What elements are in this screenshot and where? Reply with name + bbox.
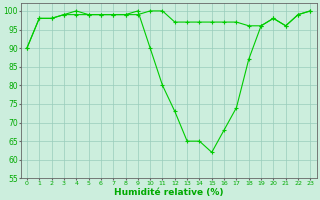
X-axis label: Humidité relative (%): Humidité relative (%) [114,188,223,197]
